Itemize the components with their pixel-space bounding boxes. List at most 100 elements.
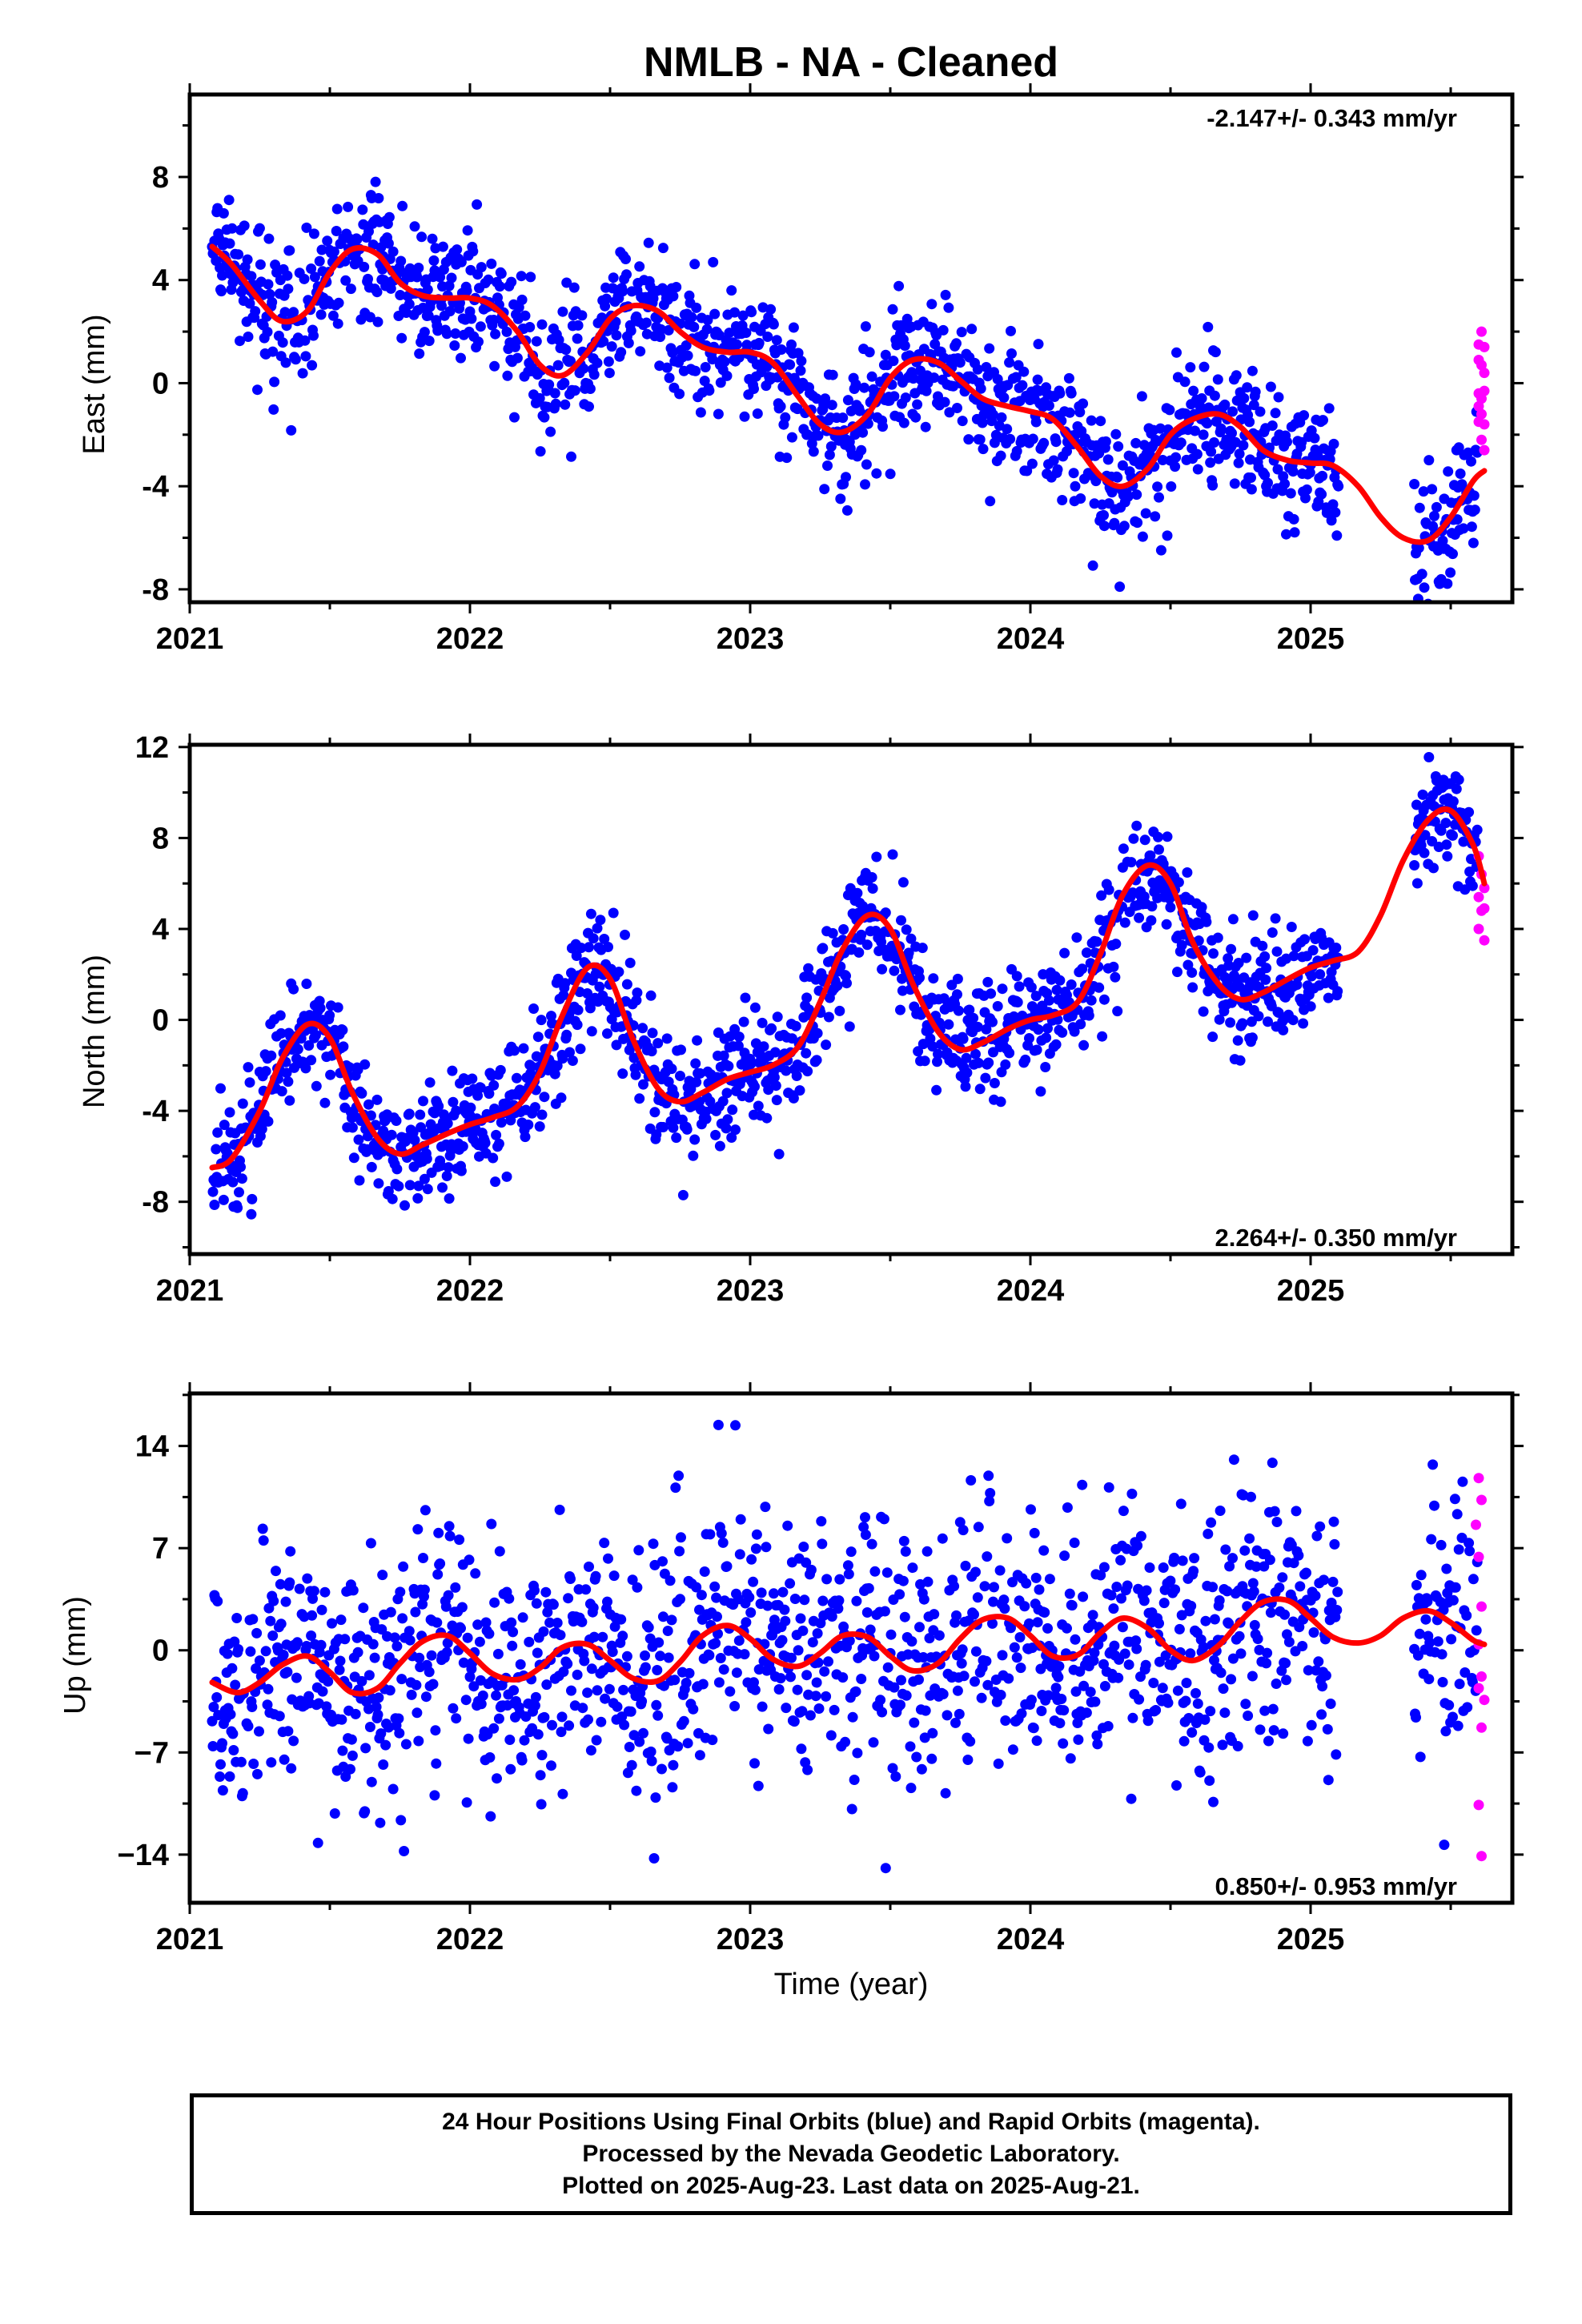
east-final-point — [963, 434, 974, 445]
up-final-point — [480, 1617, 492, 1628]
up-final-point — [1176, 1610, 1187, 1621]
up-final-point — [1244, 1533, 1255, 1544]
up-final-point — [1317, 1681, 1328, 1692]
east-final-point — [606, 341, 617, 352]
east-final-point — [412, 271, 423, 283]
up-final-point — [816, 1516, 827, 1527]
east-final-point — [297, 368, 308, 379]
up-final-point — [927, 1727, 938, 1739]
north-y-tick-label: -8 — [142, 1186, 169, 1220]
east-final-point — [224, 238, 235, 249]
up-final-point — [1135, 1530, 1146, 1542]
up-final-point — [1267, 1458, 1278, 1469]
north-final-point — [276, 1086, 287, 1097]
east-final-point — [899, 340, 910, 352]
north-final-point — [556, 1092, 567, 1104]
east-final-point — [741, 340, 753, 351]
up-final-point — [554, 1504, 565, 1515]
up-final-point — [301, 1641, 312, 1651]
up-final-point — [675, 1594, 685, 1605]
up-final-point — [563, 1593, 574, 1604]
east-y-tick-label: 8 — [152, 161, 169, 195]
east-final-point — [1456, 479, 1468, 490]
north-final-point — [244, 1077, 255, 1088]
east-final-point — [359, 261, 370, 272]
up-final-point — [937, 1533, 948, 1544]
up-final-point — [796, 1743, 807, 1755]
up-final-point — [851, 1595, 862, 1606]
north-final-point — [1447, 830, 1458, 841]
east-final-point — [1113, 441, 1124, 452]
east-final-point — [1137, 531, 1148, 542]
north-final-point — [484, 1088, 495, 1100]
north-final-point — [391, 1116, 402, 1126]
east-final-point — [1196, 393, 1207, 404]
north-final-point — [896, 915, 906, 926]
east-final-point — [1179, 376, 1191, 388]
east-final-point — [1066, 388, 1077, 399]
north-final-point — [834, 1005, 845, 1016]
north-final-point — [523, 1120, 534, 1130]
up-final-point — [663, 1652, 674, 1663]
east-final-point — [559, 377, 570, 388]
up-final-point — [233, 1644, 244, 1655]
up-final-point — [532, 1647, 543, 1659]
up-final-point — [1203, 1528, 1214, 1539]
up-rapid-point — [1479, 1695, 1490, 1706]
east-final-point — [473, 336, 484, 348]
east-final-point — [364, 312, 375, 323]
east-final-point — [1229, 478, 1240, 489]
east-final-point — [572, 320, 584, 331]
east-final-point — [428, 255, 440, 266]
north-final-point — [1098, 994, 1110, 1005]
up-final-point — [1189, 1553, 1200, 1564]
north-final-point — [666, 1063, 677, 1075]
up-final-point — [833, 1603, 844, 1614]
east-final-point — [1087, 560, 1098, 571]
up-final-point — [731, 1667, 742, 1679]
up-final-point — [377, 1570, 388, 1581]
east-marks — [207, 176, 1490, 602]
north-final-point — [495, 1064, 506, 1076]
east-final-point — [263, 279, 274, 290]
up-final-point — [1439, 1839, 1450, 1851]
north-final-point — [989, 1078, 1000, 1088]
up-final-point — [1424, 1637, 1435, 1648]
up-final-point — [412, 1707, 423, 1719]
north-final-point — [599, 934, 610, 944]
up-final-point — [329, 1808, 340, 1819]
up-final-point — [400, 1739, 412, 1750]
up-final-point — [335, 1655, 346, 1667]
up-final-point — [850, 1686, 861, 1697]
up-final-point — [1262, 1647, 1273, 1659]
east-final-point — [592, 357, 603, 368]
north-final-point — [451, 1105, 462, 1116]
east-final-point — [1100, 436, 1111, 447]
up-final-point — [1141, 1585, 1152, 1596]
east-final-point — [534, 392, 545, 404]
east-final-point — [1199, 361, 1210, 372]
north-final-point — [572, 1019, 583, 1031]
north-final-point — [677, 1189, 689, 1200]
up-final-point — [993, 1758, 1004, 1769]
up-final-point — [1217, 1739, 1228, 1751]
up-final-point — [1426, 1534, 1437, 1545]
up-final-point — [366, 1776, 377, 1787]
up-final-point — [970, 1646, 982, 1657]
up-final-point — [599, 1538, 610, 1549]
up-final-point — [347, 1585, 359, 1596]
up-final-point — [907, 1562, 918, 1574]
up-final-point — [645, 1746, 656, 1757]
up-final-point — [894, 1589, 905, 1600]
up-final-point — [745, 1607, 757, 1618]
east-final-point — [739, 411, 750, 422]
east-final-point — [387, 246, 399, 257]
east-final-point — [877, 421, 888, 432]
up-final-point — [1058, 1738, 1069, 1749]
east-final-point — [1162, 530, 1173, 541]
east-final-point — [1050, 436, 1062, 448]
footer-line-2: Processed by the Nevada Geodetic Laborat… — [582, 2141, 1120, 2167]
up-final-point — [1313, 1656, 1324, 1667]
east-final-point — [307, 360, 318, 371]
north-final-point — [1128, 833, 1139, 844]
